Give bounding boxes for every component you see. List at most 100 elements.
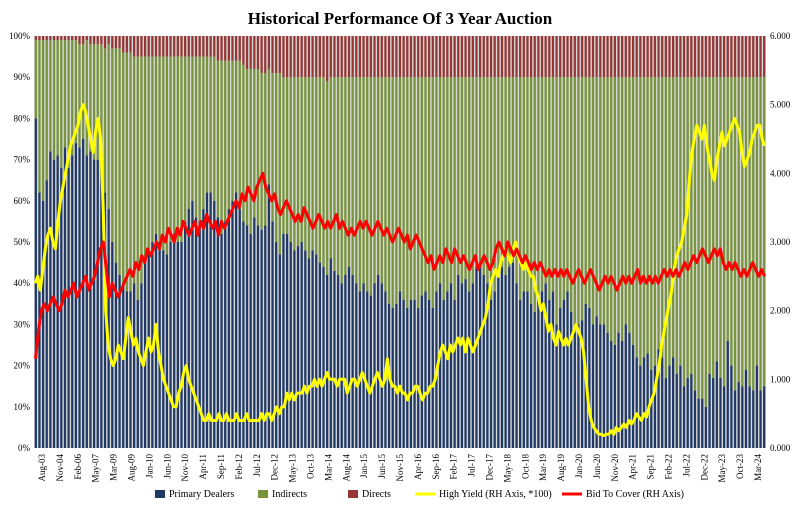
bar-directs xyxy=(486,36,489,78)
bar-primary-dealers xyxy=(642,357,646,448)
bar-directs xyxy=(340,36,343,78)
bar-primary-dealers xyxy=(733,390,737,448)
bar-directs xyxy=(329,36,332,78)
bar-primary-dealers xyxy=(559,307,562,448)
bar-directs xyxy=(377,36,380,78)
bar-primary-dealers xyxy=(679,365,682,448)
bar-directs xyxy=(508,36,511,78)
bar-indirects xyxy=(351,77,354,275)
bar-indirects xyxy=(162,56,165,251)
bar-primary-dealers xyxy=(719,377,722,448)
bar-directs xyxy=(245,36,249,69)
bar-indirects xyxy=(424,77,427,292)
bar-directs xyxy=(482,36,485,78)
bar-indirects xyxy=(154,56,158,234)
bar-primary-dealers xyxy=(242,221,245,448)
bar-directs xyxy=(679,36,682,78)
bar-indirects xyxy=(566,77,569,292)
bar-indirects xyxy=(628,77,631,333)
bar-indirects xyxy=(311,77,314,251)
bar-directs xyxy=(373,36,376,78)
bar-indirects xyxy=(173,56,176,234)
bar-primary-dealers xyxy=(515,283,518,448)
bar-indirects xyxy=(41,40,45,201)
bar-directs xyxy=(719,36,722,78)
bar-directs xyxy=(511,36,515,78)
bar-indirects xyxy=(158,56,161,242)
bar-primary-dealers xyxy=(548,299,551,448)
bar-primary-dealers xyxy=(661,357,664,448)
bar-indirects xyxy=(285,77,289,234)
bar-indirects xyxy=(202,56,205,210)
bar-primary-dealers xyxy=(347,266,351,448)
bar-directs xyxy=(722,36,726,78)
legend-swatch xyxy=(258,490,268,498)
bar-primary-dealers xyxy=(697,398,700,448)
bar-directs xyxy=(610,36,613,78)
bar-primary-dealers xyxy=(125,291,128,448)
chart-title: Historical Performance Of 3 Year Auction xyxy=(248,9,553,28)
bar-directs xyxy=(759,36,762,78)
bar-primary-dealers xyxy=(752,390,755,448)
bar-directs xyxy=(428,36,431,78)
bar-primary-dealers xyxy=(664,377,667,448)
bar-indirects xyxy=(457,77,460,275)
bar-primary-dealers xyxy=(508,266,511,448)
bar-indirects xyxy=(686,77,689,378)
bar-primary-dealers xyxy=(453,299,456,448)
bar-indirects xyxy=(489,77,493,300)
bar-directs xyxy=(686,36,689,78)
bar-directs xyxy=(442,36,445,78)
bar-indirects xyxy=(559,77,562,308)
bar-directs xyxy=(642,36,646,78)
bar-primary-dealers xyxy=(493,291,496,448)
x-tick-label: Mar-14 xyxy=(323,454,333,481)
bar-directs xyxy=(741,36,744,78)
bar-directs xyxy=(173,36,176,57)
bar-primary-dealers xyxy=(194,217,198,448)
bar-primary-dealers xyxy=(180,242,183,448)
bar-directs xyxy=(242,36,245,65)
bar-primary-dealers xyxy=(296,246,300,448)
bar-directs xyxy=(336,36,340,78)
bar-indirects xyxy=(100,44,103,164)
bar-directs xyxy=(282,36,285,78)
x-tick-label: Jul-22 xyxy=(681,454,691,477)
bar-primary-dealers xyxy=(621,340,624,448)
bar-indirects xyxy=(431,77,434,308)
bar-directs xyxy=(737,36,740,78)
bar-directs xyxy=(657,36,660,78)
bar-primary-dealers xyxy=(282,233,285,448)
legend-label: Bid To Cover (RH Axis) xyxy=(586,489,684,500)
bar-indirects xyxy=(464,77,467,280)
bar-directs xyxy=(402,36,405,78)
bar-primary-dealers xyxy=(446,291,449,448)
bar-indirects xyxy=(544,77,547,284)
bar-directs xyxy=(606,36,609,78)
bar-primary-dealers xyxy=(562,299,566,448)
bar-indirects xyxy=(613,77,616,345)
left-tick-label: 20% xyxy=(14,361,31,371)
bar-indirects xyxy=(741,77,744,387)
bar-primary-dealers xyxy=(759,390,762,448)
bar-directs xyxy=(326,36,329,82)
bar-indirects xyxy=(712,77,715,378)
bar-directs xyxy=(41,36,45,41)
bar-primary-dealers xyxy=(362,283,365,448)
bar-primary-dealers xyxy=(566,291,569,448)
bar-primary-dealers xyxy=(395,303,398,448)
bar-indirects xyxy=(693,77,697,391)
bar-indirects xyxy=(114,48,118,263)
bar-indirects xyxy=(726,77,729,341)
right-tick-label: 4.000 xyxy=(770,168,791,178)
bar-indirects xyxy=(744,77,748,370)
bar-primary-dealers xyxy=(712,377,715,448)
bar-primary-dealers xyxy=(668,365,671,448)
bar-indirects xyxy=(391,77,394,308)
bar-directs xyxy=(133,36,136,57)
bar-primary-dealers xyxy=(85,155,88,449)
bar-directs xyxy=(755,36,759,78)
x-tick-label: Oct-13 xyxy=(306,454,316,479)
bar-directs xyxy=(562,36,566,78)
x-tick-label: Aug-09 xyxy=(127,454,137,482)
